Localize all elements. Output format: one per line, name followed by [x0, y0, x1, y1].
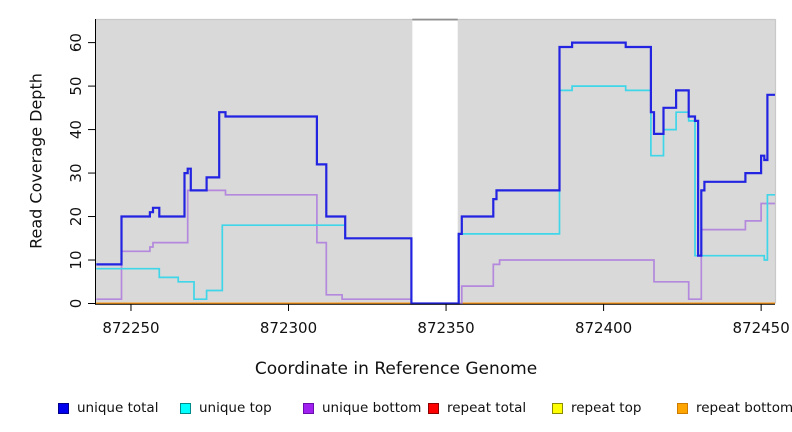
x-axis-title: Coordinate in Reference Genome [254, 359, 538, 379]
x-tick-label: 872400 [575, 319, 632, 337]
masked-region [412, 20, 458, 303]
series-unique-total [96, 41, 775, 305]
y-tick-label: 40 [67, 120, 85, 139]
y-tick-label: 20 [67, 207, 85, 226]
y-tick-label: 30 [67, 164, 85, 183]
y-tick-label: 50 [67, 77, 85, 96]
y-tick-label: 0 [67, 299, 85, 309]
y-tick-label: 10 [67, 250, 85, 269]
y-tick-label: 60 [67, 33, 85, 52]
masked-region-top-edge [412, 18, 458, 21]
x-tick-label: 872450 [733, 319, 790, 337]
x-tick-label: 872300 [260, 319, 317, 337]
x-tick-label: 872250 [102, 319, 159, 337]
y-axis-title: Read Coverage Depth [26, 73, 46, 249]
x-tick-label: 872350 [417, 319, 474, 337]
